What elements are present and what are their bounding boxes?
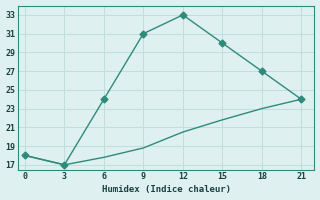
X-axis label: Humidex (Indice chaleur): Humidex (Indice chaleur) (102, 185, 231, 194)
